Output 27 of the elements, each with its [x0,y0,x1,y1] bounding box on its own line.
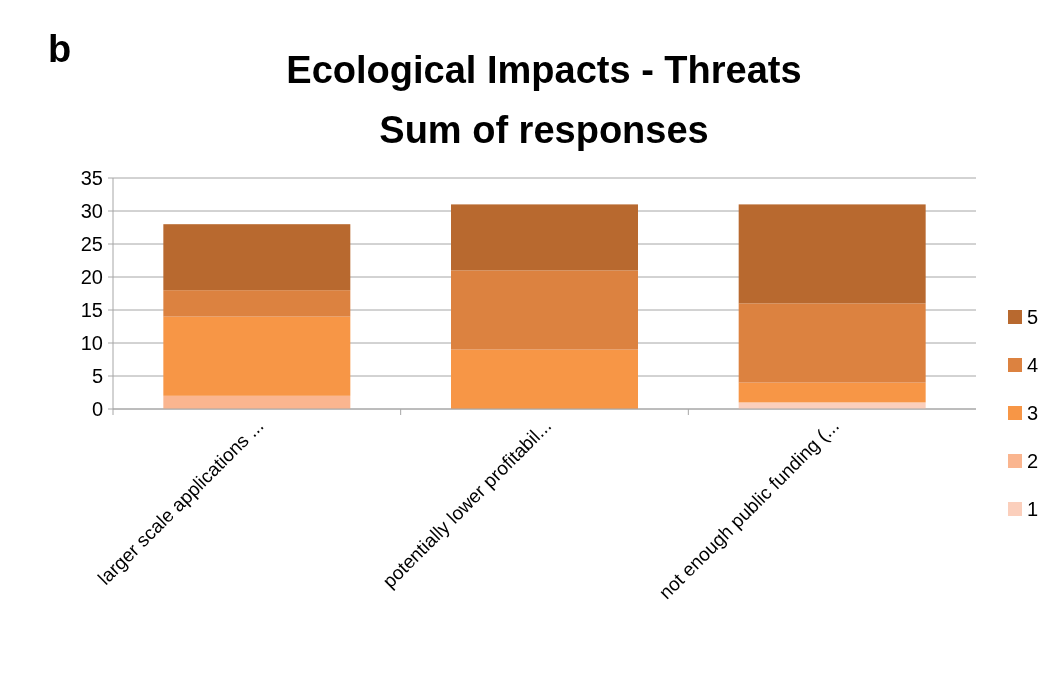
y-tick-label: 10 [80,332,103,354]
y-tick-label: 35 [80,167,103,189]
y-tick-label: 5 [91,365,103,387]
bar [738,204,926,304]
y-tick-label: 25 [80,233,103,255]
y-tick-label: 30 [80,200,103,222]
legend-label: 1 [1027,498,1039,520]
bar [163,395,351,409]
chart-subtitle: Sum of responses [379,109,709,151]
y-tick-label: 15 [80,299,103,321]
bar [738,382,926,403]
legend-label: 3 [1027,402,1039,424]
bar [163,290,351,317]
bar [451,270,638,350]
legend-label: 5 [1027,306,1039,328]
y-tick-label: 20 [80,266,103,288]
legend-label: 2 [1027,450,1039,472]
text: b [48,28,72,70]
bar [163,316,351,396]
chart-title: Ecological Impacts - Threats [286,49,802,91]
bar [163,224,351,291]
bar [738,303,926,383]
legend-label: 4 [1027,354,1039,376]
bar [451,204,638,271]
bar [738,402,926,409]
y-tick-label: 0 [91,398,103,420]
bar [451,349,638,409]
